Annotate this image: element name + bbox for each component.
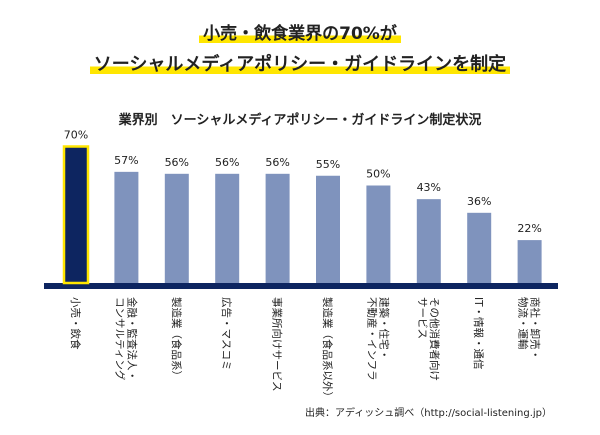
bar-10	[517, 240, 542, 283]
category-label-2-line-2: コンサルティング	[113, 297, 126, 381]
bar-chart: 70% 小売・飲食 57% 金融・監査法人・コンサルティング 56% 製造業（食品系） 56…	[44, 129, 558, 400]
chart-title: 業界別 ソーシャルメディアポリシー・ガイドライン制定状況	[118, 113, 482, 128]
category-label-9-line-1: IT・情報・通信	[472, 297, 485, 370]
category-label-3: 製造業（食品系）	[170, 297, 183, 381]
category-label-10-line-1: 商社・卸売・	[529, 297, 542, 360]
x-axis-baseline	[44, 283, 558, 289]
headline-line-1: 小売・飲食業界の70%が	[0, 24, 600, 44]
category-label-6: 製造業（食品系以外）	[321, 297, 334, 400]
category-label-6-line-1: 製造業（食品系以外）	[321, 297, 334, 400]
value-label-2: 57%	[114, 154, 138, 167]
category-label-8-line-1: その他消費者向け	[428, 297, 441, 381]
bar-9	[467, 212, 492, 283]
value-label-4: 56%	[215, 156, 239, 169]
value-label-9: 36%	[467, 195, 491, 208]
bar-3	[164, 173, 189, 283]
value-label-3: 56%	[165, 156, 189, 169]
category-label-10-line-2: 物流・運輸	[517, 297, 530, 350]
category-label-4-line-1: 広告・マスコミ	[220, 297, 233, 371]
value-label-7: 50%	[366, 168, 390, 181]
category-label-3-line-1: 製造業（食品系）	[170, 297, 183, 381]
value-label-10: 22%	[517, 222, 541, 235]
category-label-1: 小売・飲食	[69, 297, 82, 350]
value-label-1: 70%	[64, 129, 88, 142]
category-label-5: 事業所向けサービス	[271, 297, 284, 392]
category-label-5-line-1: 事業所向けサービス	[271, 297, 284, 392]
category-label-2: 金融・監査法人・コンサルティング	[113, 297, 138, 381]
category-label-7: 建築・住宅・不動産・インフラ	[365, 297, 390, 381]
value-label-8: 43%	[417, 181, 441, 194]
source-note: 出典：アディッシュ調べ（http://social-listening.jp）	[305, 408, 552, 419]
bar-8	[416, 199, 441, 283]
category-label-9: IT・情報・通信	[472, 297, 485, 370]
category-label-1-line-1: 小売・飲食	[69, 297, 82, 350]
value-label-5: 56%	[265, 156, 289, 169]
category-label-4: 広告・マスコミ	[220, 297, 233, 371]
category-label-10: 商社・卸売・物流・運輸	[517, 297, 542, 360]
bar-4	[215, 173, 240, 283]
category-label-2-line-1: 金融・監査法人・	[125, 297, 138, 381]
bar-5	[265, 173, 290, 283]
bar-7	[366, 185, 391, 283]
bar-6	[316, 175, 340, 283]
value-label-6: 55%	[316, 158, 340, 171]
headline-line-2: ソーシャルメディアポリシー・ガイドラインを制定	[0, 55, 600, 75]
headline-text-1: 小売・飲食業界の70%が	[199, 24, 401, 44]
category-label-8-line-2: サービス	[416, 297, 428, 339]
bar-1	[62, 145, 90, 285]
category-label-7-line-2: 不動産・インフラ	[365, 297, 378, 381]
category-label-7-line-1: 建築・住宅・	[377, 297, 390, 360]
headline-text-2: ソーシャルメディアポリシー・ガイドラインを制定	[89, 55, 511, 75]
bar-2	[114, 171, 139, 283]
